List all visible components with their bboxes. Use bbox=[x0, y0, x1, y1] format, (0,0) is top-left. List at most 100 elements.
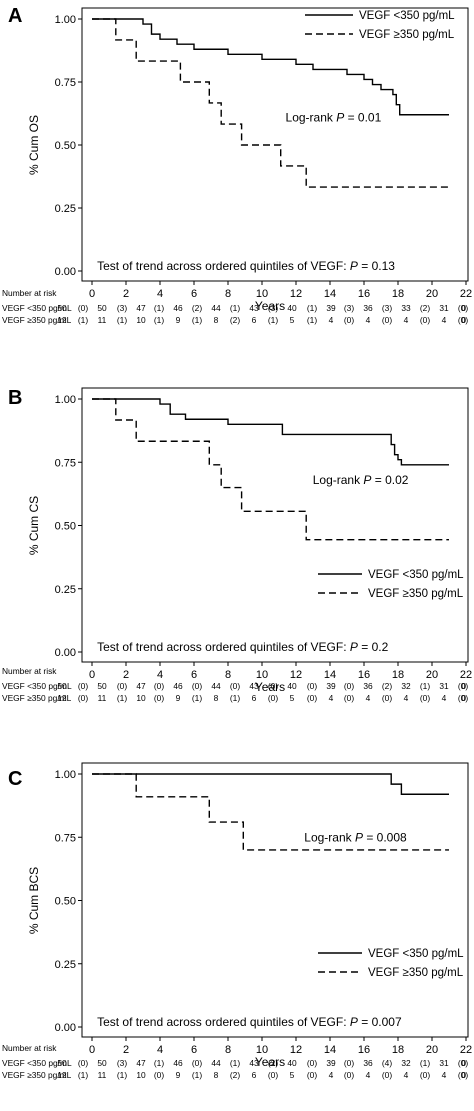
risk-cell: (3) bbox=[117, 1058, 127, 1068]
risk-cell: 44 bbox=[211, 1058, 221, 1068]
x-tick-label: 8 bbox=[225, 288, 231, 300]
risk-cell: (2) bbox=[420, 303, 430, 313]
risk-cell: (0) bbox=[344, 681, 354, 691]
trend-test-annotation: Test of trend across ordered quintiles o… bbox=[97, 1015, 402, 1029]
y-tick-label: 0.75 bbox=[55, 832, 76, 844]
x-tick-label: 2 bbox=[123, 669, 129, 681]
legend-label: VEGF <350 pg/mL bbox=[368, 948, 464, 960]
y-tick-label: 1.00 bbox=[55, 769, 76, 781]
risk-cell: (1) bbox=[192, 315, 202, 325]
risk-table-header: Number at risk bbox=[2, 1043, 57, 1053]
series-line-vegf-low bbox=[92, 18, 449, 116]
series-line-vegf-low bbox=[92, 773, 449, 795]
risk-cell: 32 bbox=[401, 1058, 411, 1068]
risk-cell: (0) bbox=[458, 1058, 468, 1068]
risk-cell: 11 bbox=[98, 693, 107, 703]
risk-cell: 12 bbox=[57, 315, 67, 325]
risk-cell: 36 bbox=[363, 681, 373, 691]
risk-cell: (0) bbox=[117, 681, 127, 691]
risk-cell: (1) bbox=[192, 1070, 202, 1080]
risk-cell: 12 bbox=[57, 1070, 67, 1080]
x-tick-label: 0 bbox=[89, 669, 95, 681]
y-tick-label: 1.00 bbox=[55, 14, 76, 26]
series-line-vegf-high bbox=[92, 398, 449, 541]
x-tick-label: 18 bbox=[392, 1044, 404, 1056]
x-tick-label: 14 bbox=[324, 669, 336, 681]
risk-cell: 40 bbox=[287, 303, 297, 313]
x-tick-label: 12 bbox=[290, 1044, 302, 1056]
risk-cell: 36 bbox=[363, 1058, 373, 1068]
legend: VEGF <350 pg/mL VEGF ≥350 pg/mL bbox=[318, 948, 464, 979]
logrank-annotation: Log-rank P = 0.02 bbox=[313, 473, 409, 487]
x-tick-label: 20 bbox=[426, 669, 438, 681]
risk-cell: (1) bbox=[154, 303, 164, 313]
risk-cell: 50 bbox=[57, 1058, 67, 1068]
logrank-annotation: Log-rank P = 0.008 bbox=[304, 830, 407, 844]
risk-cell: (0) bbox=[307, 1058, 317, 1068]
risk-cell: 50 bbox=[97, 681, 107, 691]
risk-cell: 33 bbox=[401, 303, 411, 313]
y-tick-label: 1.00 bbox=[55, 394, 76, 406]
risk-cell: (0) bbox=[154, 693, 164, 703]
x-tick-label: 12 bbox=[290, 288, 302, 300]
x-tick-label: 20 bbox=[426, 288, 438, 300]
risk-cell: (1) bbox=[78, 1070, 88, 1080]
risk-cell: 5 bbox=[290, 1070, 295, 1080]
risk-row-label: VEGF ≥350 pg/mL bbox=[2, 1070, 72, 1080]
risk-cell: (1) bbox=[307, 303, 317, 313]
x-tick-label: 16 bbox=[358, 1044, 370, 1056]
risk-cell: (0) bbox=[344, 1058, 354, 1068]
risk-cell: 44 bbox=[211, 303, 221, 313]
risk-cell: (0) bbox=[78, 681, 88, 691]
risk-cell: (3) bbox=[268, 303, 278, 313]
risk-row-label: VEGF <350 pg/mL bbox=[2, 303, 72, 313]
risk-cell: 36 bbox=[363, 303, 373, 313]
risk-cell: 4 bbox=[366, 1070, 371, 1080]
risk-cell: 4 bbox=[366, 693, 371, 703]
risk-cell: (0) bbox=[458, 681, 468, 691]
risk-cell: (0) bbox=[154, 1070, 164, 1080]
risk-cell: (1) bbox=[117, 315, 127, 325]
risk-cell: (0) bbox=[382, 693, 392, 703]
risk-cell: 9 bbox=[176, 1070, 181, 1080]
risk-cell: 12 bbox=[57, 693, 67, 703]
y-tick-label: 0.75 bbox=[55, 77, 76, 89]
x-tick-label: 2 bbox=[123, 288, 129, 300]
x-tick-label: 6 bbox=[191, 288, 197, 300]
risk-row-label: VEGF ≥350 pg/mL bbox=[2, 315, 72, 325]
risk-cell: (3) bbox=[117, 303, 127, 313]
risk-cell: (0) bbox=[458, 1070, 468, 1080]
y-tick-label: 0.50 bbox=[55, 521, 76, 533]
risk-cell: 4 bbox=[404, 315, 409, 325]
risk-cell: 10 bbox=[136, 315, 146, 325]
risk-cell: 43 bbox=[249, 681, 259, 691]
risk-cell: 5 bbox=[290, 693, 295, 703]
x-tick-label: 0 bbox=[89, 288, 95, 300]
y-tick-label: 0.50 bbox=[55, 896, 76, 908]
y-tick-label: 0.50 bbox=[55, 140, 76, 152]
risk-cell: 39 bbox=[326, 1058, 336, 1068]
risk-cell: (0) bbox=[382, 1070, 392, 1080]
legend-label: VEGF ≥350 pg/mL bbox=[359, 29, 455, 41]
risk-cell: (2) bbox=[230, 1070, 240, 1080]
risk-cell: 40 bbox=[287, 1058, 297, 1068]
risk-cell: 47 bbox=[136, 1058, 146, 1068]
x-tick-label: 10 bbox=[256, 288, 268, 300]
risk-cell: 9 bbox=[176, 693, 181, 703]
risk-cell: 0 bbox=[461, 1070, 466, 1080]
risk-row-label: VEGF <350 pg/mL bbox=[2, 1058, 72, 1068]
plot-frame bbox=[81, 762, 469, 1038]
risk-cell: 0 bbox=[461, 303, 466, 313]
y-tick-label: 0.00 bbox=[55, 1022, 76, 1034]
risk-cell: (1) bbox=[268, 315, 278, 325]
y-tick-label: 0.75 bbox=[55, 457, 76, 469]
risk-cell: (1) bbox=[420, 681, 430, 691]
trend-test-annotation: Test of trend across ordered quintiles o… bbox=[97, 640, 388, 654]
risk-cell: (0) bbox=[458, 303, 468, 313]
risk-cell: (0) bbox=[192, 681, 202, 691]
risk-cell: 4 bbox=[442, 1070, 447, 1080]
y-axis-title: % Cum BCS bbox=[27, 867, 41, 934]
